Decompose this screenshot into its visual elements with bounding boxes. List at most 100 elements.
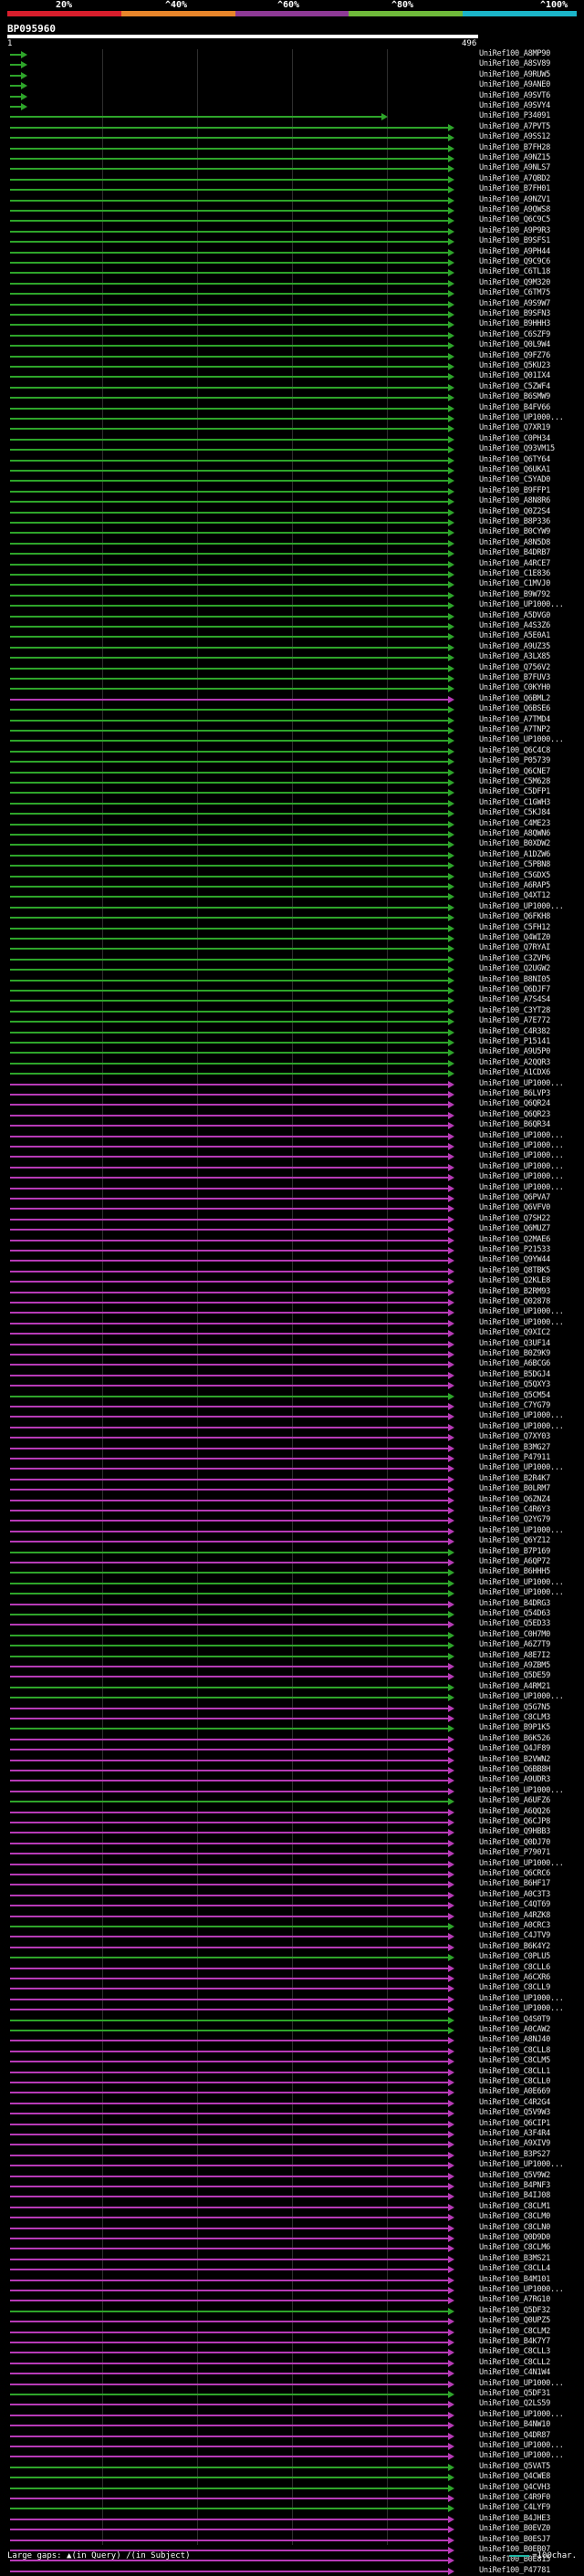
hit-row[interactable]: UniRef100_P05739 (0, 756, 584, 766)
hit-label-link[interactable]: UniRef100_B8P336 (479, 517, 550, 526)
hit-alignment-line[interactable] (10, 1125, 449, 1127)
hit-label-link[interactable]: UniRef100_B9P1K5 (479, 1723, 550, 1733)
hit-alignment-line[interactable] (10, 106, 22, 108)
hit-label-link[interactable]: UniRef100_C4LYF9 (479, 2503, 550, 2513)
hit-label-link[interactable]: UniRef100_C8CLM3 (479, 1713, 550, 1722)
hit-label-link[interactable]: UniRef100_UP1000... (479, 1182, 564, 1192)
hit-alignment-line[interactable] (10, 761, 449, 763)
hit-row[interactable]: UniRef100_B9W792 (0, 590, 584, 600)
hit-row[interactable]: UniRef100_C8CLL9 (0, 1983, 584, 1993)
hit-alignment-line[interactable] (10, 1811, 449, 1813)
hit-row[interactable]: UniRef100_B8P336 (0, 517, 584, 527)
hit-alignment-line[interactable] (10, 85, 22, 88)
hit-row[interactable]: UniRef100_C0KYH0 (0, 683, 584, 693)
hit-row[interactable]: UniRef100_A6UFZ6 (0, 1796, 584, 1806)
hit-alignment-line[interactable] (10, 823, 449, 826)
hit-alignment-line[interactable] (10, 584, 449, 587)
hit-alignment-line[interactable] (10, 1520, 449, 1522)
hit-label-link[interactable]: UniRef100_UP1000... (479, 1463, 564, 1473)
hit-alignment-line[interactable] (10, 1957, 449, 1959)
hit-label-link[interactable]: UniRef100_B4PNF3 (479, 2181, 550, 2190)
hit-row[interactable]: UniRef100_UP1000... (0, 1307, 584, 1317)
hit-row[interactable]: UniRef100_UP1000... (0, 1172, 584, 1182)
hit-row[interactable]: UniRef100_Q6VFV0 (0, 1203, 584, 1213)
hit-label-link[interactable]: UniRef100_C4R9F0 (479, 2493, 550, 2502)
hit-alignment-line[interactable] (10, 2477, 449, 2479)
hit-label-link[interactable]: UniRef100_Q6QR24 (479, 1099, 550, 1109)
hit-label-link[interactable]: UniRef100_C8CLM6 (479, 2243, 550, 2253)
hit-alignment-line[interactable] (10, 979, 449, 982)
hit-alignment-line[interactable] (10, 2529, 449, 2531)
hit-label-link[interactable]: UniRef100_C4QT69 (479, 1900, 550, 1910)
hit-alignment-line[interactable] (10, 792, 449, 795)
hit-alignment-line[interactable] (10, 2186, 449, 2187)
hit-row[interactable]: UniRef100_B9HHH3 (0, 319, 584, 329)
hit-label-link[interactable]: UniRef100_B4NW10 (479, 2420, 550, 2430)
hit-label-link[interactable]: UniRef100_B0LRM7 (479, 1484, 550, 1494)
hit-alignment-line[interactable] (10, 1166, 449, 1169)
hit-row[interactable]: UniRef100_C7YG79 (0, 1401, 584, 1411)
hit-label-link[interactable]: UniRef100_C5M628 (479, 777, 550, 786)
hit-alignment-line[interactable] (10, 2009, 449, 2011)
hit-row[interactable]: UniRef100_Q4XT12 (0, 891, 584, 901)
hit-row[interactable]: UniRef100_Q6BB8H (0, 1765, 584, 1775)
hit-alignment-line[interactable] (10, 2300, 449, 2302)
hit-alignment-line[interactable] (10, 1697, 449, 1699)
hit-label-link[interactable]: UniRef100_UP1000... (479, 735, 564, 745)
hit-row[interactable]: UniRef100_UP1000... (0, 1141, 584, 1151)
hit-row[interactable]: UniRef100_UP1000... (0, 1463, 584, 1473)
hit-alignment-line[interactable] (10, 1218, 449, 1220)
hit-label-link[interactable]: UniRef100_C6TL18 (479, 267, 550, 277)
hit-alignment-line[interactable] (10, 2279, 449, 2281)
hit-label-link[interactable]: UniRef100_Q7RYAI (479, 943, 550, 953)
hit-alignment-line[interactable] (10, 1270, 449, 1272)
hit-row[interactable]: UniRef100_A6BCG6 (0, 1359, 584, 1369)
hit-alignment-line[interactable] (10, 1291, 449, 1293)
hit-alignment-line[interactable] (10, 366, 449, 368)
hit-row[interactable]: UniRef100_C1MVJ0 (0, 579, 584, 589)
hit-row[interactable]: UniRef100_C8CLM6 (0, 2243, 584, 2253)
hit-label-link[interactable]: UniRef100_C1E836 (479, 569, 550, 578)
hit-row[interactable]: UniRef100_B9SFS1 (0, 236, 584, 246)
hit-alignment-line[interactable] (10, 1915, 449, 1917)
hit-row[interactable]: UniRef100_C5M628 (0, 777, 584, 787)
hit-alignment-line[interactable] (10, 1780, 449, 1782)
hit-alignment-line[interactable] (10, 2269, 449, 2271)
hit-row[interactable]: UniRef100_B6HHH5 (0, 1567, 584, 1577)
hit-label-link[interactable]: UniRef100_Q2YG79 (479, 1515, 550, 1525)
hit-alignment-line[interactable] (10, 2446, 449, 2447)
hit-label-link[interactable]: UniRef100_B2RM93 (479, 1286, 550, 1296)
hit-alignment-line[interactable] (10, 1946, 449, 1948)
hit-alignment-line[interactable] (10, 2383, 449, 2385)
hit-label-link[interactable]: UniRef100_Q6C9C5 (479, 215, 550, 225)
hit-row[interactable]: UniRef100_A9SVY4 (0, 101, 584, 111)
hit-alignment-line[interactable] (10, 116, 383, 119)
hit-label-link[interactable]: UniRef100_Q2MAE6 (479, 1234, 550, 1244)
hit-label-link[interactable]: UniRef100_C6SZF9 (479, 329, 550, 339)
hit-label-link[interactable]: UniRef100_Q6QR23 (479, 1109, 550, 1119)
hit-label-link[interactable]: UniRef100_P15141 (479, 1037, 550, 1046)
hit-alignment-line[interactable] (10, 1260, 449, 1262)
hit-label-link[interactable]: UniRef100_A6RAP5 (479, 881, 550, 890)
hit-row[interactable]: UniRef100_Q6FKH8 (0, 912, 584, 922)
hit-row[interactable]: UniRef100_C4R9F0 (0, 2493, 584, 2503)
hit-alignment-line[interactable] (10, 2154, 449, 2156)
hit-label-link[interactable]: UniRef100_Q6CJP8 (479, 1817, 550, 1826)
hit-alignment-line[interactable] (10, 1707, 449, 1709)
hit-alignment-line[interactable] (10, 449, 449, 452)
hit-row[interactable]: UniRef100_Q9FZ76 (0, 351, 584, 361)
hit-label-link[interactable]: UniRef100_B9W792 (479, 589, 550, 599)
hit-label-link[interactable]: UniRef100_A8SV89 (479, 59, 550, 69)
hit-alignment-line[interactable] (10, 2050, 449, 2052)
hit-row[interactable]: UniRef100_C8CLL4 (0, 2264, 584, 2274)
hit-row[interactable]: UniRef100_B7FH01 (0, 184, 584, 194)
hit-row[interactable]: UniRef100_A9NZ15 (0, 153, 584, 163)
hit-alignment-line[interactable] (10, 2508, 449, 2510)
hit-row[interactable]: UniRef100_UP1000... (0, 1588, 584, 1598)
hit-label-link[interactable]: UniRef100_B4FV66 (479, 402, 550, 412)
hit-alignment-line[interactable] (10, 2165, 449, 2167)
hit-alignment-line[interactable] (10, 969, 449, 971)
hit-alignment-line[interactable] (10, 1593, 449, 1595)
hit-alignment-line[interactable] (10, 2394, 449, 2395)
hit-row[interactable]: UniRef100_UP1000... (0, 2451, 584, 2461)
